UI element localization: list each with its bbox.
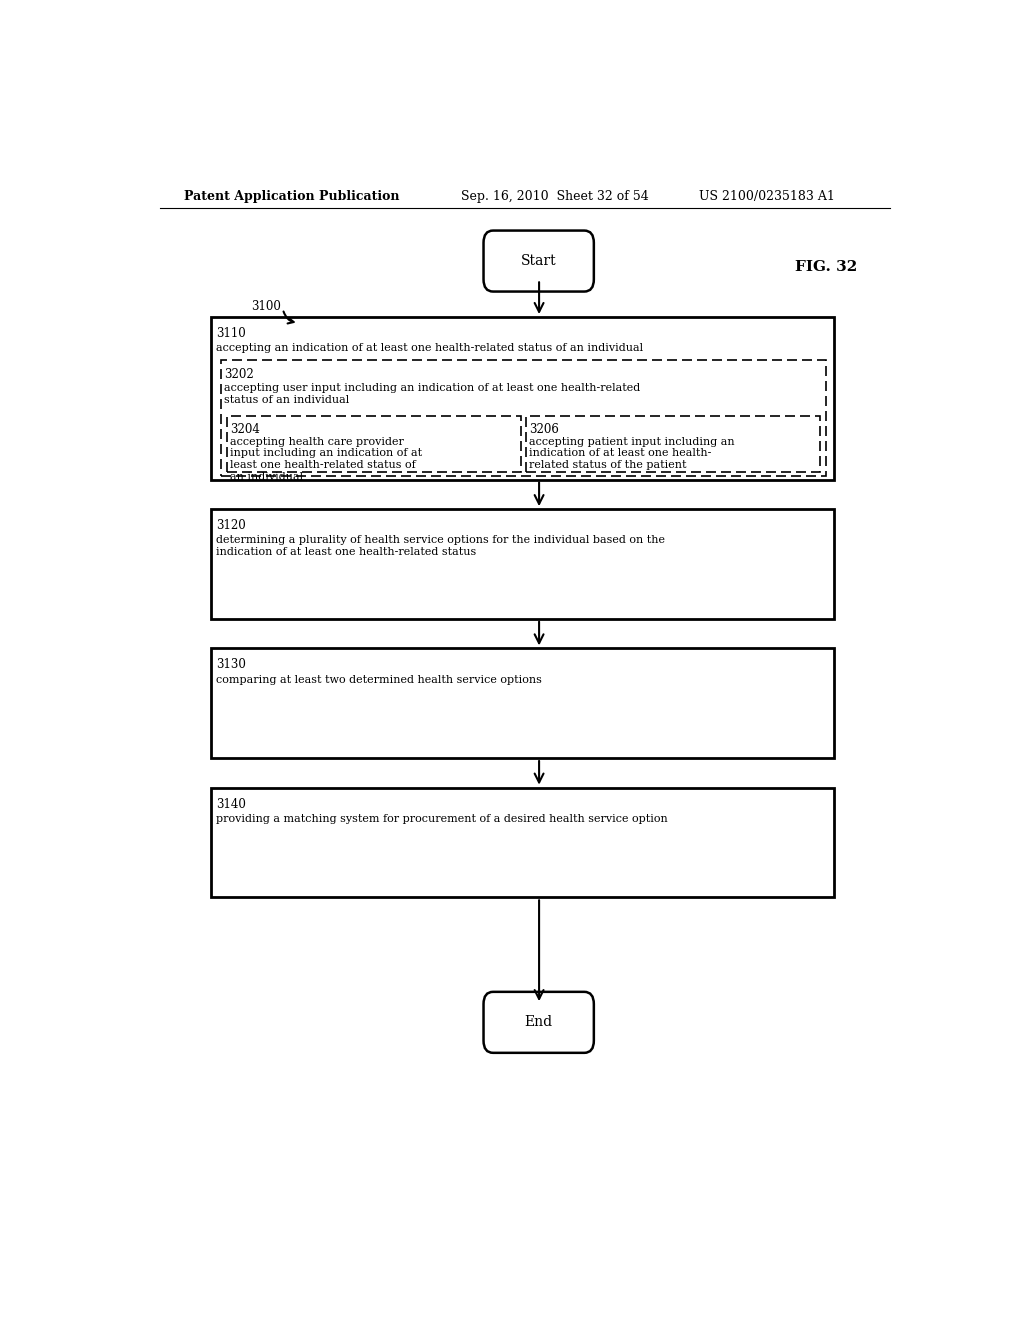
- Text: US 2100/0235183 A1: US 2100/0235183 A1: [699, 190, 836, 202]
- Text: 3202: 3202: [224, 368, 254, 380]
- Bar: [211, 788, 835, 898]
- Text: 3110: 3110: [216, 327, 246, 341]
- Bar: [221, 359, 826, 475]
- Bar: [211, 317, 835, 479]
- Text: Start: Start: [521, 253, 556, 268]
- Text: Sep. 16, 2010  Sheet 32 of 54: Sep. 16, 2010 Sheet 32 of 54: [461, 190, 649, 202]
- Text: accepting health care provider
input including an indication of at
least one hea: accepting health care provider input inc…: [230, 437, 423, 482]
- FancyBboxPatch shape: [483, 991, 594, 1053]
- Text: Patent Application Publication: Patent Application Publication: [183, 190, 399, 202]
- Text: 3130: 3130: [216, 659, 246, 672]
- Text: determining a plurality of health service options for the individual based on th: determining a plurality of health servic…: [216, 536, 666, 557]
- Text: 3204: 3204: [230, 422, 260, 436]
- Text: 3206: 3206: [529, 422, 559, 436]
- FancyBboxPatch shape: [483, 231, 594, 292]
- Text: accepting an indication of at least one health-related status of an individual: accepting an indication of at least one …: [216, 343, 643, 354]
- Bar: [211, 648, 835, 758]
- Bar: [227, 416, 521, 473]
- Bar: [211, 510, 835, 619]
- Text: 3100: 3100: [251, 300, 281, 313]
- Text: 3140: 3140: [216, 797, 246, 810]
- Text: End: End: [524, 1015, 553, 1030]
- Text: FIG. 32: FIG. 32: [795, 260, 857, 275]
- Bar: [526, 416, 820, 473]
- Text: accepting patient input including an
indication of at least one health-
related : accepting patient input including an ind…: [529, 437, 735, 470]
- Text: providing a matching system for procurement of a desired health service option: providing a matching system for procurem…: [216, 814, 668, 824]
- Text: 3120: 3120: [216, 519, 246, 532]
- Text: comparing at least two determined health service options: comparing at least two determined health…: [216, 675, 542, 685]
- Text: accepting user input including an indication of at least one health-related
stat: accepting user input including an indica…: [224, 383, 640, 405]
